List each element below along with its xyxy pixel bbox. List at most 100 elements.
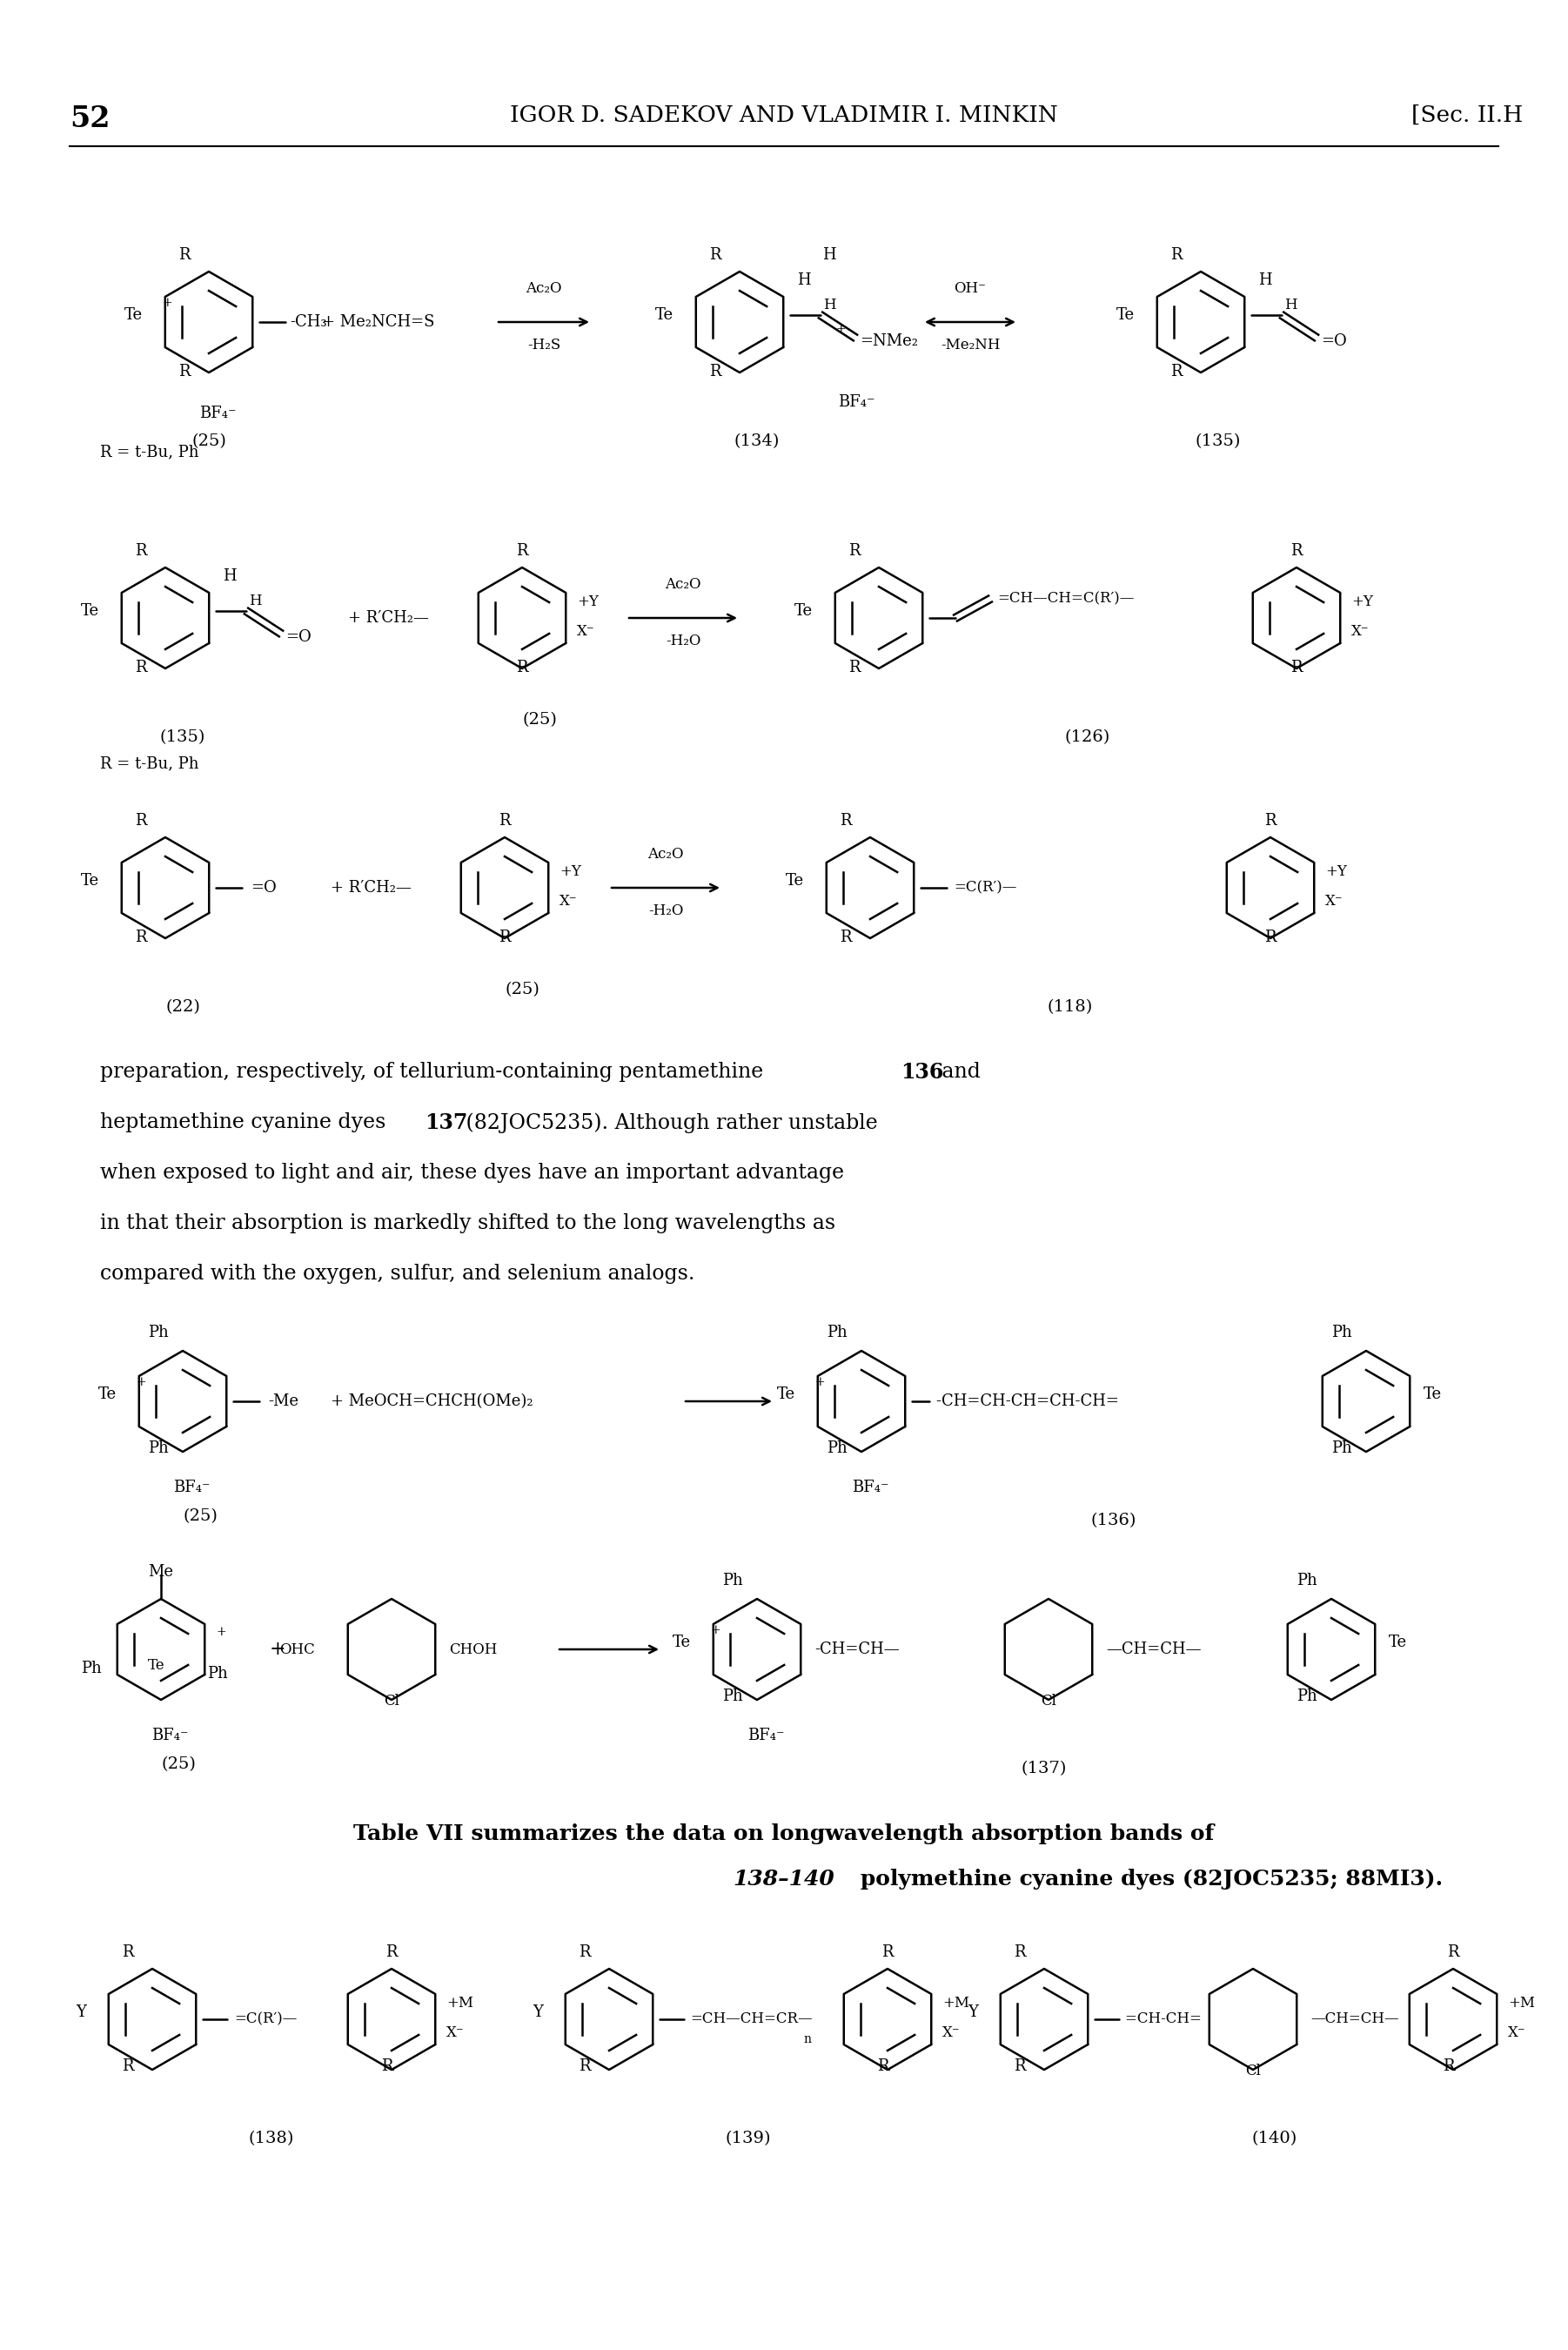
Text: Te: Te	[82, 872, 99, 888]
Text: =CH-CH=: =CH-CH=	[1126, 2012, 1206, 2026]
Text: R: R	[1443, 2059, 1455, 2075]
Text: 52: 52	[69, 103, 110, 134]
Text: +Y: +Y	[560, 865, 582, 879]
Text: Te: Te	[795, 604, 812, 618]
Text: H: H	[797, 273, 811, 289]
Text: n: n	[803, 2033, 811, 2044]
Text: X⁻: X⁻	[447, 2026, 464, 2040]
Text: —CH=CH—: —CH=CH—	[1311, 2012, 1399, 2026]
Text: (25): (25)	[183, 1509, 218, 1525]
Text: (25): (25)	[162, 1755, 196, 1772]
Text: Ph: Ph	[1331, 1441, 1352, 1457]
Text: H: H	[823, 298, 836, 313]
Text: +M: +M	[1508, 1995, 1535, 2012]
Text: and: and	[936, 1062, 980, 1081]
Text: BF₄⁻: BF₄⁻	[151, 1727, 188, 1744]
Text: R: R	[386, 1943, 397, 1960]
Text: Te: Te	[147, 1657, 165, 1673]
Text: R: R	[516, 660, 528, 674]
Text: Ph: Ph	[723, 1690, 743, 1704]
Text: BF₄⁻: BF₄⁻	[837, 395, 875, 409]
Text: BF₄⁻: BF₄⁻	[851, 1480, 889, 1495]
Text: +: +	[136, 1377, 147, 1389]
Text: H: H	[1258, 273, 1272, 289]
Text: X⁻: X⁻	[1352, 623, 1369, 639]
Text: R: R	[848, 543, 861, 559]
Text: +Y: +Y	[1325, 865, 1347, 879]
Text: (139): (139)	[726, 2131, 771, 2146]
Text: R: R	[135, 660, 147, 674]
Text: IGOR D. SADEKOV AND VLADIMIR I. MINKIN: IGOR D. SADEKOV AND VLADIMIR I. MINKIN	[510, 103, 1058, 127]
Text: Cl: Cl	[384, 1694, 400, 1708]
Text: BF₄⁻: BF₄⁻	[748, 1727, 784, 1744]
Text: Te: Te	[786, 872, 804, 888]
Text: 137: 137	[425, 1112, 467, 1133]
Text: (82JOC5235). Although rather unstable: (82JOC5235). Although rather unstable	[459, 1112, 878, 1133]
Text: R: R	[840, 813, 851, 830]
Text: (140): (140)	[1251, 2131, 1297, 2146]
Text: Ac₂O: Ac₂O	[648, 846, 684, 862]
Text: (134): (134)	[734, 432, 779, 449]
Text: Te: Te	[82, 604, 99, 618]
Text: Ph: Ph	[1297, 1690, 1317, 1704]
Text: (25): (25)	[505, 982, 539, 996]
Text: Ph: Ph	[147, 1441, 169, 1457]
Text: X⁻: X⁻	[1325, 893, 1344, 907]
Text: Y: Y	[533, 2005, 543, 2021]
Text: Ph: Ph	[147, 1325, 169, 1340]
Text: R: R	[579, 2059, 591, 2075]
Text: X⁻: X⁻	[1508, 2026, 1526, 2040]
Text: +Y: +Y	[1352, 595, 1374, 609]
Text: Ac₂O: Ac₂O	[665, 578, 701, 592]
Text: +Y: +Y	[577, 595, 599, 609]
Text: H: H	[1284, 298, 1297, 313]
Text: R: R	[878, 2059, 889, 2075]
Text: R: R	[499, 813, 511, 830]
Text: —CH=CH—: —CH=CH—	[1105, 1643, 1201, 1657]
Text: + Me₂NCH=S: + Me₂NCH=S	[321, 315, 434, 329]
Text: Te: Te	[1389, 1636, 1406, 1650]
Text: =C(R′)—: =C(R′)—	[234, 2012, 296, 2026]
Text: R: R	[135, 543, 147, 559]
Text: Cl: Cl	[1041, 1694, 1057, 1708]
Text: =O: =O	[1320, 334, 1347, 350]
Text: + MeOCH=CHCH(OMe)₂: + MeOCH=CHCH(OMe)₂	[331, 1394, 533, 1410]
Text: -Me: -Me	[268, 1394, 298, 1410]
Text: X⁻: X⁻	[577, 623, 594, 639]
Text: (118): (118)	[1047, 999, 1093, 1015]
Text: =C(R′)—: =C(R′)—	[953, 881, 1016, 895]
Text: OH⁻: OH⁻	[955, 282, 986, 296]
Text: R: R	[1290, 543, 1303, 559]
Text: =CH—CH=C(R′)—: =CH—CH=C(R′)—	[997, 592, 1134, 606]
Text: (22): (22)	[165, 999, 201, 1015]
Text: Ph: Ph	[723, 1572, 743, 1589]
Text: Me: Me	[149, 1565, 174, 1579]
Text: + R′CH₂—: + R′CH₂—	[348, 611, 430, 625]
Text: -H₂S: -H₂S	[527, 338, 560, 352]
Text: -H₂O: -H₂O	[648, 902, 684, 919]
Text: R: R	[1171, 364, 1182, 378]
Text: +: +	[163, 296, 172, 308]
Text: heptamethine cyanine dyes: heptamethine cyanine dyes	[100, 1112, 392, 1133]
Text: -CH₃: -CH₃	[290, 315, 326, 329]
Text: preparation, respectively, of tellurium-containing pentamethine: preparation, respectively, of tellurium-…	[100, 1062, 770, 1081]
Text: R: R	[1264, 931, 1276, 945]
Text: (135): (135)	[160, 728, 205, 745]
Text: (136): (136)	[1091, 1513, 1137, 1528]
Text: Ph: Ph	[826, 1325, 847, 1340]
Text: +: +	[836, 322, 845, 336]
Text: R: R	[499, 931, 511, 945]
Text: BF₄⁻: BF₄⁻	[172, 1480, 210, 1495]
Text: in that their absorption is markedly shifted to the long wavelengths as: in that their absorption is markedly shi…	[100, 1213, 836, 1234]
Text: R: R	[135, 931, 147, 945]
Text: R: R	[579, 1943, 591, 1960]
Text: R: R	[709, 364, 721, 378]
Text: Ph: Ph	[207, 1666, 227, 1683]
Text: =NMe₂: =NMe₂	[859, 334, 917, 350]
Text: when exposed to light and air, these dyes have an important advantage: when exposed to light and air, these dye…	[100, 1163, 844, 1182]
Text: compared with the oxygen, sulfur, and selenium analogs.: compared with the oxygen, sulfur, and se…	[100, 1264, 695, 1283]
Text: (138): (138)	[249, 2131, 295, 2146]
Text: +: +	[270, 1640, 285, 1659]
Text: (25): (25)	[522, 712, 557, 728]
Text: R: R	[122, 2059, 133, 2075]
